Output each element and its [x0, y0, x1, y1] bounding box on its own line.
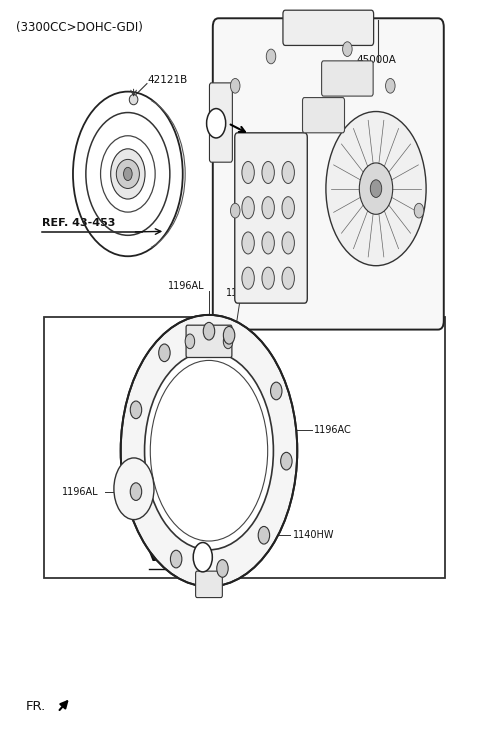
Text: 1196AL: 1196AL [168, 281, 205, 290]
Text: A: A [199, 552, 206, 562]
Circle shape [159, 344, 170, 362]
Ellipse shape [242, 232, 254, 254]
Circle shape [360, 163, 393, 214]
Bar [44, 317, 445, 578]
Text: 1196AL: 1196AL [62, 486, 98, 497]
Text: A: A [213, 117, 219, 128]
FancyBboxPatch shape [235, 133, 307, 303]
FancyBboxPatch shape [283, 10, 373, 46]
Circle shape [114, 458, 154, 520]
Circle shape [206, 108, 226, 138]
Circle shape [281, 453, 292, 470]
Circle shape [130, 401, 142, 419]
Circle shape [217, 559, 228, 577]
Ellipse shape [282, 232, 294, 254]
Circle shape [123, 167, 132, 181]
FancyBboxPatch shape [196, 571, 222, 598]
Circle shape [193, 542, 212, 572]
Circle shape [230, 203, 240, 218]
Text: VIEW: VIEW [149, 551, 192, 564]
Text: 45000A: 45000A [357, 55, 397, 65]
Ellipse shape [242, 161, 254, 184]
Circle shape [370, 180, 382, 198]
Circle shape [258, 526, 270, 544]
Text: (3300CC>DOHC-GDI): (3300CC>DOHC-GDI) [16, 21, 143, 34]
Text: 1196AL: 1196AL [226, 288, 263, 298]
Circle shape [271, 383, 282, 399]
Ellipse shape [262, 268, 275, 289]
Circle shape [130, 483, 142, 500]
Text: REF. 43-453: REF. 43-453 [42, 218, 115, 228]
Circle shape [343, 42, 352, 57]
Circle shape [144, 352, 274, 550]
Circle shape [326, 111, 426, 266]
Ellipse shape [282, 161, 294, 184]
Circle shape [170, 551, 182, 568]
Circle shape [203, 322, 215, 340]
Ellipse shape [242, 197, 254, 219]
FancyBboxPatch shape [322, 61, 373, 96]
Circle shape [385, 78, 395, 93]
Circle shape [223, 326, 235, 344]
FancyBboxPatch shape [213, 18, 444, 329]
Ellipse shape [282, 268, 294, 289]
Circle shape [414, 203, 424, 218]
FancyBboxPatch shape [302, 97, 345, 133]
Circle shape [266, 49, 276, 64]
Text: 42121B: 42121B [147, 75, 187, 85]
Circle shape [120, 315, 297, 587]
Ellipse shape [262, 161, 275, 184]
FancyBboxPatch shape [209, 83, 232, 162]
FancyBboxPatch shape [186, 325, 232, 357]
Ellipse shape [129, 94, 138, 105]
Ellipse shape [242, 268, 254, 289]
Ellipse shape [262, 232, 275, 254]
Ellipse shape [282, 197, 294, 219]
Text: 1140HW: 1140HW [292, 530, 334, 540]
Ellipse shape [116, 159, 139, 189]
Ellipse shape [262, 197, 275, 219]
Circle shape [185, 334, 195, 349]
Text: 1196AC: 1196AC [314, 425, 352, 435]
Circle shape [230, 78, 240, 93]
Ellipse shape [111, 149, 145, 199]
Text: FR.: FR. [25, 699, 46, 713]
Circle shape [223, 334, 233, 349]
